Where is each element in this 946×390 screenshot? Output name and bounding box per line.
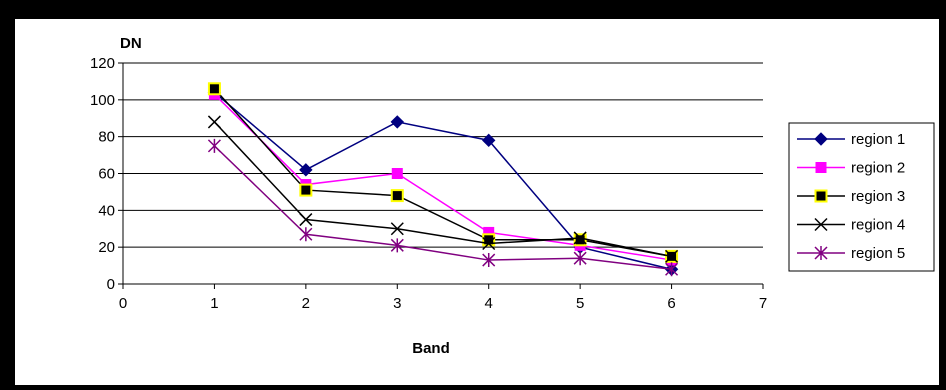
- y-tick-label: 20: [98, 239, 115, 256]
- data-point: [299, 183, 313, 197]
- data-point: [665, 262, 679, 277]
- y-tick-label: 120: [90, 55, 115, 72]
- y-tick-label: 0: [107, 276, 115, 293]
- data-point: [482, 133, 496, 148]
- legend-box: [788, 122, 935, 272]
- series-2: [208, 88, 678, 266]
- x-tick-label: 1: [210, 295, 218, 312]
- data-point: [390, 189, 404, 203]
- data-point: [207, 115, 221, 129]
- legend-marker: [814, 246, 828, 260]
- line-chart: 0 20 40 60 80 100 120 0 1 2 3 4 5 6 7 DN Band region 1…: [90, 35, 935, 357]
- data-point: [207, 82, 221, 96]
- y-tick-label: 40: [98, 202, 115, 219]
- x-tick-label: 5: [576, 295, 584, 312]
- data-point: [207, 138, 221, 153]
- data-point: [482, 236, 496, 251]
- legend-marker: [814, 189, 828, 203]
- legend-entry: region 5: [797, 245, 905, 262]
- axes: 0 20 40 60 80 100 120 0 1 2 3 4 5 6 7: [90, 55, 767, 312]
- legend-entry: region 3: [797, 188, 905, 205]
- series-5: [207, 138, 679, 277]
- y-tick-label: 100: [90, 92, 115, 109]
- x-tick-label: 7: [759, 295, 767, 312]
- legend: region 1 region 2 region 3 region 4 region 5: [788, 122, 935, 272]
- x-tick-label: 0: [119, 295, 127, 312]
- data-point: [573, 231, 587, 245]
- data-point: [573, 251, 587, 266]
- x-tick-label: 6: [667, 295, 675, 312]
- data-point: [299, 163, 313, 177]
- y-axis-title: DN: [120, 35, 142, 52]
- x-tick-label: 2: [302, 295, 310, 312]
- series-4: [207, 115, 679, 263]
- y-tick-label: 60: [98, 166, 115, 183]
- legend-entry: region 4: [797, 217, 905, 234]
- series-line: [213, 145, 672, 271]
- legend-marker: [815, 162, 827, 173]
- data-point: [390, 238, 404, 253]
- legend-label: region 4: [851, 217, 905, 234]
- legend-marker: [814, 217, 828, 232]
- data-point: [573, 233, 587, 247]
- legend-entry: region 2: [797, 160, 905, 177]
- legend-label: region 5: [851, 245, 905, 262]
- data-point: [482, 253, 496, 268]
- chart-frame: 0 20 40 60 80 100 120 0 1 2 3 4 5 6 7 DN Band region 1…: [14, 18, 940, 386]
- legend-label: region 3: [851, 188, 905, 205]
- data-point: [299, 227, 313, 242]
- legend-marker: [814, 132, 828, 146]
- series-line: [213, 121, 672, 258]
- series-3: [207, 82, 679, 263]
- data-point: [390, 222, 404, 236]
- data-point: [299, 213, 313, 227]
- legend-label: region 2: [851, 160, 905, 177]
- series-line: [213, 91, 672, 270]
- data-point: [482, 233, 496, 247]
- x-axis-title: Band: [412, 340, 450, 357]
- data-point: [391, 168, 403, 179]
- series-line: [213, 88, 672, 258]
- x-tick-label: 3: [393, 295, 401, 312]
- series-line: [213, 93, 672, 261]
- data-point: [665, 249, 679, 263]
- legend-entry: region 1: [797, 131, 905, 148]
- legend-label: region 1: [851, 131, 905, 148]
- y-tick-label: 80: [98, 129, 115, 146]
- gridlines: [123, 62, 763, 248]
- x-tick-label: 4: [485, 295, 493, 312]
- series-group: [207, 82, 679, 277]
- data-point: [390, 115, 404, 129]
